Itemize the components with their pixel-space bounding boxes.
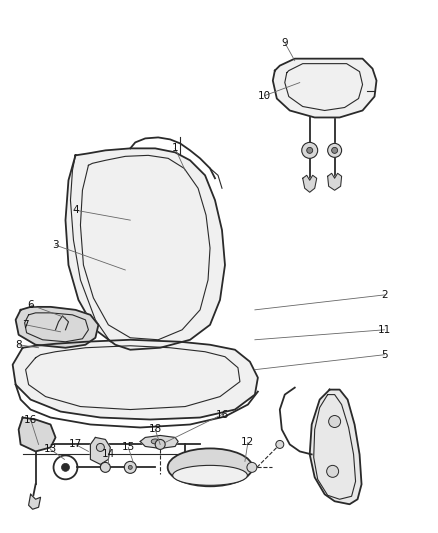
Circle shape <box>307 148 313 154</box>
Circle shape <box>328 143 342 157</box>
Circle shape <box>100 462 110 472</box>
Circle shape <box>61 463 70 471</box>
Text: 9: 9 <box>282 38 288 48</box>
Text: 12: 12 <box>241 438 254 447</box>
Polygon shape <box>90 438 110 464</box>
Text: 8: 8 <box>15 340 22 350</box>
Circle shape <box>302 142 318 158</box>
Text: 1: 1 <box>172 143 178 154</box>
Text: 6: 6 <box>27 300 34 310</box>
Polygon shape <box>19 417 56 451</box>
Text: 13: 13 <box>44 445 57 455</box>
Text: 14: 14 <box>102 449 115 459</box>
Text: 18: 18 <box>148 424 162 434</box>
Polygon shape <box>328 173 342 190</box>
Polygon shape <box>140 435 178 448</box>
Text: 10: 10 <box>258 91 272 101</box>
Ellipse shape <box>168 448 252 486</box>
Circle shape <box>247 462 257 472</box>
Polygon shape <box>310 390 361 504</box>
Text: 11: 11 <box>378 325 391 335</box>
Circle shape <box>96 443 104 451</box>
Polygon shape <box>66 148 225 350</box>
Circle shape <box>128 465 132 470</box>
Circle shape <box>276 440 284 448</box>
Ellipse shape <box>173 465 247 486</box>
Circle shape <box>155 439 165 449</box>
Text: 5: 5 <box>381 350 388 360</box>
Polygon shape <box>16 307 99 348</box>
Text: 16: 16 <box>24 415 37 424</box>
Polygon shape <box>303 175 317 192</box>
Text: 2: 2 <box>381 290 388 300</box>
Polygon shape <box>273 59 377 117</box>
Polygon shape <box>13 340 258 419</box>
Circle shape <box>124 462 136 473</box>
Polygon shape <box>28 494 41 509</box>
Circle shape <box>327 465 339 478</box>
Text: 3: 3 <box>52 240 59 250</box>
Text: 16: 16 <box>215 409 229 419</box>
Text: 15: 15 <box>122 442 135 453</box>
Text: 4: 4 <box>72 205 79 215</box>
Text: 17: 17 <box>69 439 82 449</box>
Ellipse shape <box>151 439 159 444</box>
Circle shape <box>328 416 341 427</box>
Text: 7: 7 <box>22 320 29 330</box>
Circle shape <box>332 148 338 154</box>
